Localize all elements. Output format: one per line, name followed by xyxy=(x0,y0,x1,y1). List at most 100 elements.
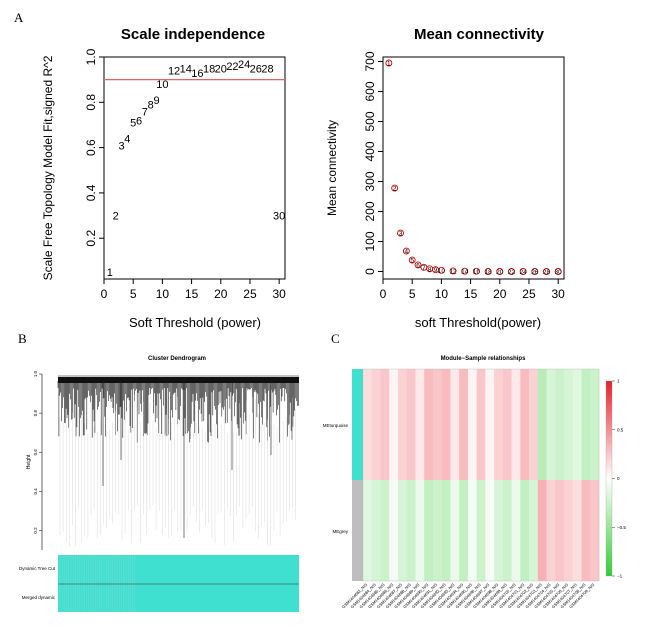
legend-tick-label: 0 xyxy=(617,476,620,481)
heatmap-cell-megrey-24 xyxy=(572,480,582,581)
dendrogram-canopy xyxy=(58,377,299,383)
heatmap-cell-megrey-1 xyxy=(371,480,381,581)
legend-tick-label: −0.5 xyxy=(617,525,626,530)
scale-independence-point-12: 12 xyxy=(168,66,180,78)
scale-independence-x-tick-label: 5 xyxy=(130,287,137,301)
heatmap-frame xyxy=(362,368,600,582)
heatmap-cell-meturquoise-13 xyxy=(476,369,486,480)
heatmap-cell-megrey-3 xyxy=(389,480,399,581)
mean-connectivity-point-12 xyxy=(449,267,457,275)
scale-independence-x-tick-label: 10 xyxy=(156,287,170,301)
dendrogram-y-tick-label: 0.2 xyxy=(33,527,38,534)
legend-tick-label: 0.5 xyxy=(617,427,624,432)
mean-connectivity-y-tick-label: 500 xyxy=(363,111,377,131)
dendrogram-y-tick-label: 0.6 xyxy=(33,449,38,456)
scale-independence-point-3: 3 xyxy=(118,140,124,152)
heatmap-cell-megrey-26 xyxy=(590,480,600,581)
heatmap-cell-megrey-7 xyxy=(424,480,434,581)
scale-independence-chart: Scale independence 0 5 10 15 20 25 30 0.20.40.… xyxy=(41,26,286,330)
heatmap-cell-meturquoise-15 xyxy=(494,369,504,480)
mean-connectivity-point-label-18: 18 xyxy=(484,269,492,276)
heatmap-cell-meturquoise-21 xyxy=(546,369,556,480)
scale-independence-point-9: 9 xyxy=(153,95,159,107)
cluster-dendrogram-chart: Cluster Dendrogram 0.2 0.4 0.6 0.8 1.0 Heigh… xyxy=(19,356,299,612)
heatmap-title: Module−Sample relationships xyxy=(441,356,527,362)
scale-independence-point-6: 6 xyxy=(136,115,142,127)
row-color-grey xyxy=(352,480,363,581)
dendrogram-tree xyxy=(57,375,299,547)
scale-independence-point-7: 7 xyxy=(142,106,148,118)
mean-connectivity-point-label-12: 12 xyxy=(449,268,457,275)
panel-label-c: C xyxy=(331,331,340,346)
scale-independence-x-tick-label: 25 xyxy=(243,287,257,301)
legend-tick-label: −1 xyxy=(617,574,623,579)
heatmap-cell-megrey-6 xyxy=(415,480,425,581)
heatmap-cell-meturquoise-22 xyxy=(555,369,565,480)
cluster-dendrogram-title: Cluster Dendrogram xyxy=(148,356,206,362)
mean-connectivity-y-axis: 0 100 200 300 400 500 600 700 xyxy=(363,51,383,275)
mean-connectivity-x-tick-label: 25 xyxy=(522,287,536,301)
scale-independence-y-tick-label: 1.0 xyxy=(84,48,98,65)
heatmap-cell-megrey-16 xyxy=(502,480,512,581)
color-row-label-merged-dynamic: Merged dynamic xyxy=(22,595,56,600)
dendrogram-y-label: Height xyxy=(26,454,32,469)
panel-label-b: B xyxy=(18,331,27,346)
mean-connectivity-point-3 xyxy=(397,229,404,237)
mean-connectivity-y-tick-label: 100 xyxy=(363,231,377,251)
heatmap-cell-megrey-8 xyxy=(432,480,442,581)
heatmap-cell-meturquoise-0 xyxy=(363,369,373,480)
mean-connectivity-point-22 xyxy=(508,268,515,275)
heatmap-cell-megrey-4 xyxy=(397,480,407,581)
heatmap-cell-meturquoise-25 xyxy=(581,369,591,480)
heatmap-cell-megrey-20 xyxy=(537,480,547,581)
mean-connectivity-x-tick-label: 20 xyxy=(493,287,507,301)
scale-independence-point-10: 10 xyxy=(156,79,168,91)
heatmap-cell-megrey-18 xyxy=(520,480,530,581)
mean-connectivity-point-label-4: 4 xyxy=(405,249,409,256)
scale-independence-x-tick-label: 20 xyxy=(214,287,228,301)
mean-connectivity-y-tick-label: 300 xyxy=(363,171,377,191)
heatmap-cell-meturquoise-3 xyxy=(389,369,399,480)
scale-independence-point-26: 26 xyxy=(250,63,262,75)
heatmap-cell-megrey-19 xyxy=(529,480,539,581)
heatmap-cell-meturquoise-10 xyxy=(450,369,460,480)
mean-connectivity-x-tick-label: 5 xyxy=(409,287,416,301)
scale-independence-point-28: 28 xyxy=(261,63,273,75)
heatmap-cell-meturquoise-5 xyxy=(406,369,416,480)
mean-connectivity-y-tick-label: 400 xyxy=(363,141,377,161)
mean-connectivity-point-16 xyxy=(472,267,480,275)
mean-connectivity-y-tick-label: 600 xyxy=(363,81,377,101)
scale-independence-plot-frame xyxy=(103,56,286,280)
heatmap-cell-meturquoise-19 xyxy=(529,369,539,480)
color-band-stripes xyxy=(59,555,136,612)
mean-connectivity-point-20 xyxy=(496,268,504,275)
mean-connectivity-chart: Mean connectivity 0 5 10 15 20 25 30 010020030… xyxy=(325,26,565,330)
panel-label-a: A xyxy=(14,10,24,25)
mean-connectivity-x-tick-label: 0 xyxy=(380,287,387,301)
mean-connectivity-y-tick-label: 0 xyxy=(363,268,377,275)
scale-independence-point-5: 5 xyxy=(130,118,136,130)
heatmap-cell-megrey-5 xyxy=(406,480,416,581)
mean-connectivity-x-label: soft Threshold(power) xyxy=(415,315,541,330)
legend-tick-label: 1 xyxy=(617,379,620,384)
scale-independence-x-tick-label: 15 xyxy=(185,287,199,301)
mean-connectivity-point-label-26: 26 xyxy=(531,269,539,276)
module-color-bands xyxy=(58,555,299,612)
mean-connectivity-point-4 xyxy=(402,247,410,255)
heatmap-cell-meturquoise-26 xyxy=(590,369,600,480)
dendrogram-leaves xyxy=(59,395,296,547)
heatmap-cell-meturquoise-18 xyxy=(520,369,530,480)
mean-connectivity-x-tick-label: 15 xyxy=(464,287,478,301)
heatmap-cell-meturquoise-8 xyxy=(432,369,442,480)
mean-connectivity-y-label: Mean connectivity xyxy=(325,120,339,216)
scale-independence-point-1: 1 xyxy=(107,267,113,279)
scale-independence-x-label: Soft Threshold (power) xyxy=(129,315,261,330)
scale-independence-y-tick-label: 0.2 xyxy=(84,230,98,247)
mean-connectivity-point-6 xyxy=(414,261,422,269)
scale-independence-x-tick-label: 30 xyxy=(272,287,286,301)
mean-connectivity-point-label-2: 2 xyxy=(393,186,397,193)
scale-independence-point-8: 8 xyxy=(148,100,154,112)
heatmap-cells xyxy=(363,369,600,581)
